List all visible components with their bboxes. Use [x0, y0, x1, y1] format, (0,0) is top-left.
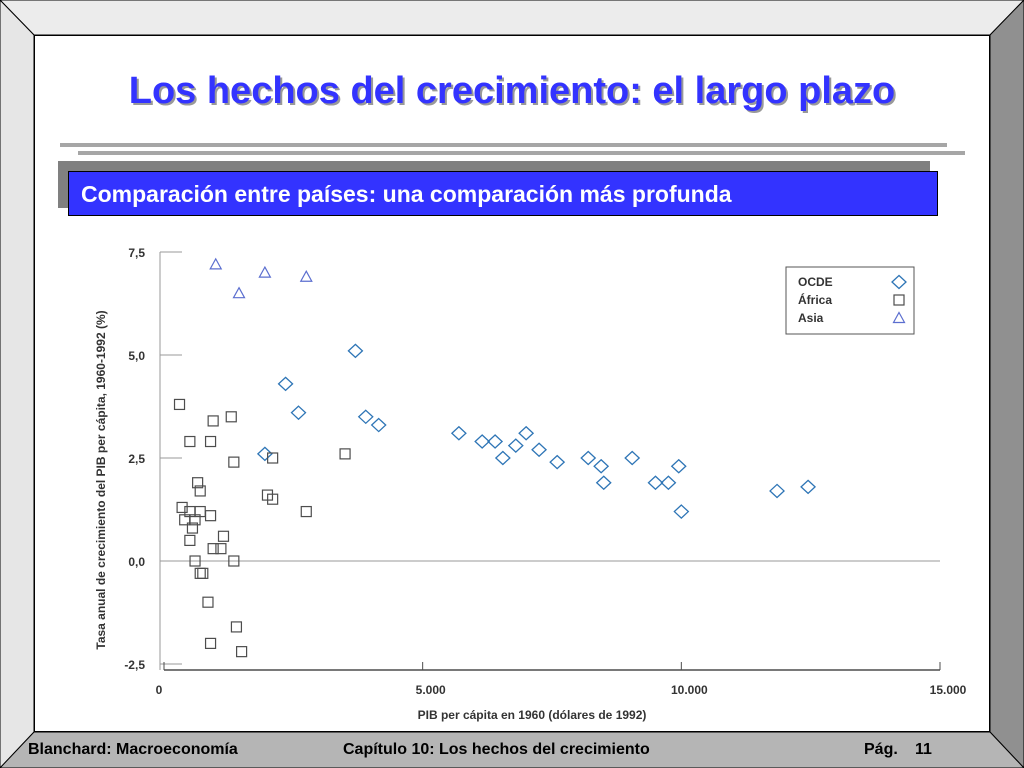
- x-tick-label: 5.000: [416, 683, 446, 697]
- legend-label-africa: África: [798, 292, 832, 307]
- data-point-ocde: [670, 458, 687, 474]
- data-point-ocde: [580, 450, 597, 466]
- data-point-ocde: [277, 376, 294, 392]
- data-point-ocde: [474, 434, 491, 449]
- legend-marker-ocde: [891, 274, 907, 290]
- slide-title: Los hechos del crecimiento: el largo pla…: [128, 70, 896, 112]
- data-point-africa: [197, 567, 209, 579]
- data-point-africa: [186, 522, 199, 534]
- data-point-africa: [204, 435, 217, 448]
- data-point-ocde: [800, 479, 817, 495]
- data-point-ocde: [549, 454, 566, 470]
- data-point-africa: [176, 501, 188, 514]
- data-point-ocde: [647, 475, 664, 491]
- y-tick-label: 7,5: [128, 246, 145, 260]
- data-point-africa: [189, 514, 201, 526]
- data-point-africa: [225, 411, 237, 423]
- data-point-africa: [194, 485, 206, 497]
- x-tick-label: 0: [156, 683, 163, 697]
- y-tick-label: 5,0: [128, 349, 145, 363]
- legend-label-ocde: OCDE: [798, 275, 833, 289]
- data-point-ocde: [660, 475, 677, 491]
- data-point-ocde: [673, 504, 690, 519]
- data-point-africa: [207, 415, 219, 427]
- data-point-ocde: [624, 450, 641, 466]
- data-point-africa: [184, 534, 196, 547]
- data-point-africa: [204, 510, 217, 522]
- data-point-africa: [339, 448, 351, 460]
- data-point-ocde: [450, 425, 467, 441]
- x-tick-label: 10.000: [671, 683, 708, 697]
- data-point-ocde: [357, 409, 374, 425]
- data-point-africa: [204, 637, 217, 650]
- data-point-ocde: [769, 483, 785, 499]
- data-point-africa: [173, 398, 186, 411]
- footer-book-title: Blanchard: Macroeconomía: [28, 741, 238, 758]
- data-point-ocde: [593, 458, 610, 474]
- data-point-ocde: [531, 442, 548, 458]
- footer-chapter: Capítulo 10: Los hechos del crecimiento: [343, 741, 650, 758]
- data-point-africa: [217, 530, 230, 542]
- data-point-asia: [258, 265, 272, 278]
- data-point-asia: [299, 269, 313, 282]
- data-point-ocde: [256, 446, 273, 462]
- data-point-ocde: [494, 450, 511, 466]
- data-point-ocde: [507, 438, 524, 454]
- y-axis-title: Tasa anual de crecimiento del PIB per cá…: [94, 310, 108, 649]
- subtitle-band: Comparación entre países: una comparació…: [68, 171, 938, 216]
- data-point-africa: [236, 646, 248, 658]
- data-point-ocde: [487, 434, 504, 449]
- data-point-asia: [209, 257, 223, 270]
- data-point-africa: [202, 596, 214, 608]
- data-point-ocde: [370, 417, 387, 433]
- legend-label-asia: Asia: [798, 311, 824, 325]
- title-rule-upper: [60, 143, 947, 147]
- data-point-africa: [228, 555, 240, 567]
- data-point-ocde: [290, 405, 307, 421]
- title-rule-lower: [78, 151, 965, 155]
- y-tick-label: 0,0: [128, 555, 145, 569]
- data-point-africa: [184, 435, 196, 448]
- data-point-africa: [267, 452, 279, 464]
- data-point-africa: [207, 543, 219, 555]
- y-tick-label: -2,5: [124, 658, 145, 672]
- y-tick-label: 2,5: [128, 452, 145, 466]
- footer-page-number: 11: [915, 741, 932, 758]
- data-point-africa: [228, 456, 240, 468]
- data-point-africa: [267, 493, 279, 505]
- data-point-ocde: [518, 425, 535, 441]
- data-point-africa: [230, 621, 243, 633]
- data-point-africa: [300, 505, 312, 518]
- x-tick-label: 15.000: [930, 683, 967, 697]
- data-point-africa: [215, 543, 227, 555]
- data-point-africa: [192, 477, 204, 489]
- data-point-asia: [232, 286, 246, 299]
- data-point-africa: [189, 555, 201, 567]
- data-point-africa: [194, 567, 206, 579]
- data-point-ocde: [595, 475, 612, 491]
- subtitle-text: Comparación entre países: una comparació…: [81, 181, 732, 207]
- footer-page-label: Pág.: [864, 741, 898, 758]
- data-point-ocde: [347, 343, 364, 359]
- legend-marker-africa: [893, 294, 905, 306]
- legend-marker-asia: [892, 311, 906, 324]
- x-axis-title: PIB per cápita en 1960 (dólares de 1992): [418, 708, 647, 722]
